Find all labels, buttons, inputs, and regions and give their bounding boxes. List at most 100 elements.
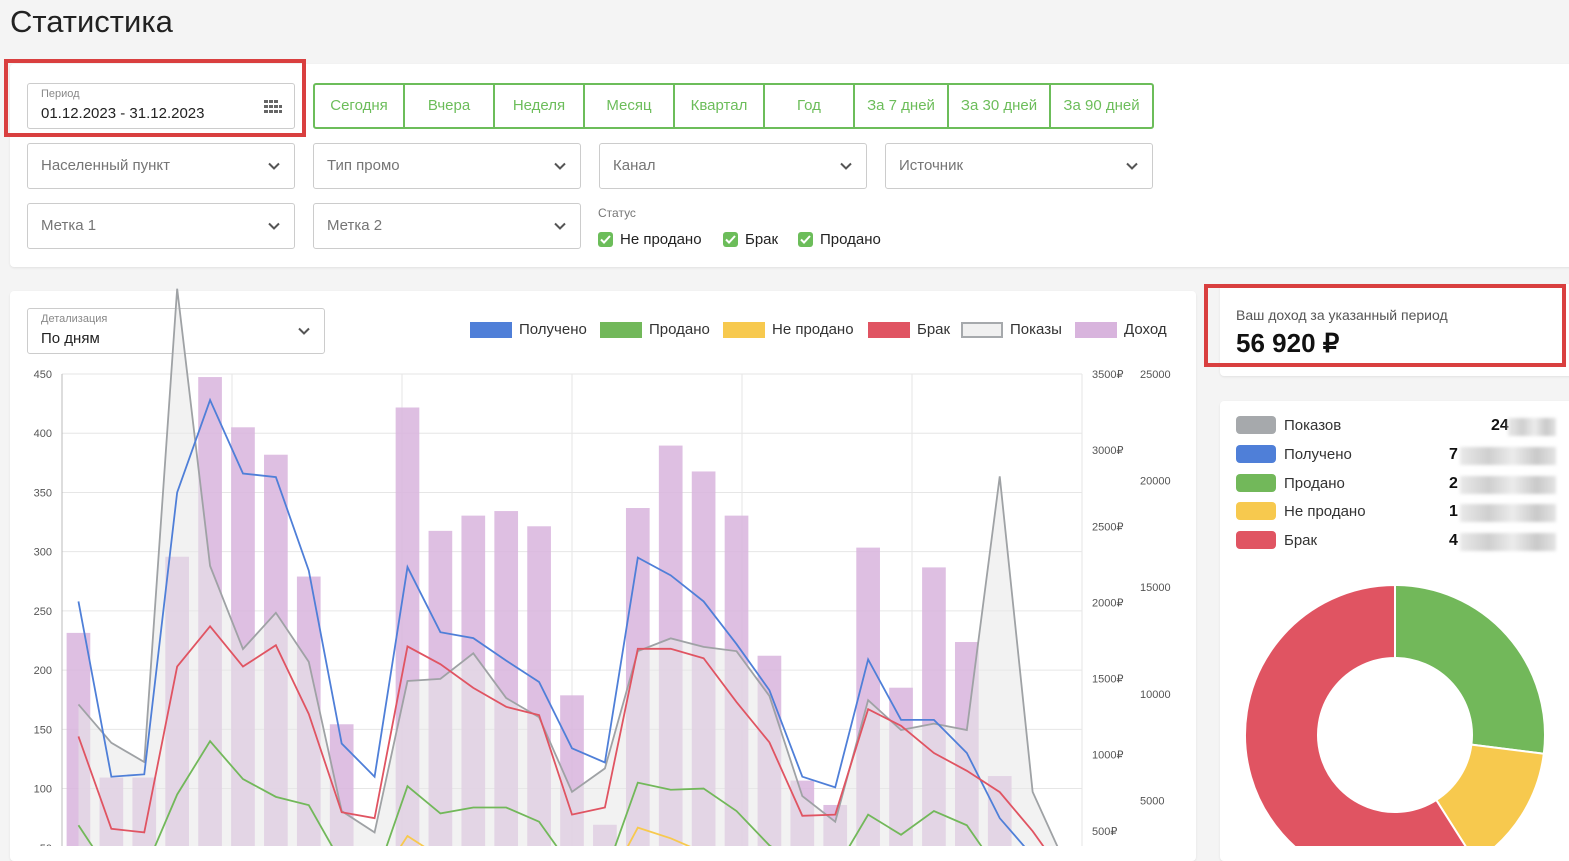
- y-money-tick-label: 1500₽: [1092, 674, 1123, 686]
- tag2-placeholder: Метка 2: [327, 217, 383, 234]
- views-line: [77, 288, 1059, 846]
- y-money-tick-label: 3500₽: [1092, 369, 1123, 381]
- y-views-tick-label: 5000: [1140, 795, 1164, 807]
- quick-week-button[interactable]: Неделя: [495, 85, 585, 127]
- channel-select[interactable]: Канал: [599, 143, 867, 189]
- y-money-tick-label: 1000₽: [1092, 750, 1123, 762]
- detail-value: По дням: [41, 330, 100, 347]
- summary-item-received: Получено: [1236, 445, 1352, 463]
- checkbox-checked-icon: [723, 232, 738, 247]
- chevron-down-icon: [840, 162, 852, 170]
- series-line-Брак: [77, 624, 1045, 846]
- views-area: [78, 288, 1066, 846]
- quick-year-button[interactable]: Год: [765, 85, 855, 127]
- chevron-down-icon: [554, 222, 566, 230]
- quick-yesterday-button[interactable]: Вчера: [405, 85, 495, 127]
- tag2-select[interactable]: Метка 2: [313, 203, 581, 249]
- period-highlight: [4, 59, 306, 137]
- calendar-icon[interactable]: [264, 100, 282, 114]
- detail-label: Детализация: [41, 313, 108, 325]
- legend-swatch: [600, 321, 642, 338]
- summary-item-views: Показов: [1236, 416, 1341, 434]
- period-field[interactable]: Период 01.12.2023 - 31.12.2023: [27, 83, 295, 129]
- quick-30days-button[interactable]: За 30 дней: [949, 85, 1051, 127]
- status-sold-checkbox[interactable]: Продано: [798, 231, 881, 248]
- y-left-tick-label: 50: [40, 843, 52, 846]
- donut-slice-Брак[interactable]: [1244, 583, 1475, 846]
- quick-7days-button[interactable]: За 7 дней: [855, 85, 949, 127]
- summary-label: Брак: [1284, 531, 1318, 549]
- promo-type-select[interactable]: Тип промо: [313, 143, 581, 189]
- chevron-down-icon: [268, 162, 280, 170]
- legend-sold-label: Продано: [649, 321, 710, 338]
- y-left-tick-label: 350: [34, 487, 52, 499]
- summary-label: Не продано: [1284, 502, 1366, 520]
- donut-slice-Продано[interactable]: [1394, 583, 1546, 755]
- series-line-Продано: [77, 739, 983, 846]
- summary-swatch-not-sold: [1236, 502, 1276, 520]
- tag1-placeholder: Метка 1: [41, 217, 97, 234]
- legend-views-label: Показы: [1010, 321, 1062, 338]
- source-select[interactable]: Источник: [885, 143, 1153, 189]
- legend-defect[interactable]: Брак: [868, 321, 950, 338]
- city-select[interactable]: Населенный пункт: [27, 143, 295, 189]
- y-left-tick-label: 150: [34, 724, 52, 736]
- y-money-tick-label: 2000₽: [1092, 597, 1123, 609]
- legend-swatch: [1075, 321, 1117, 338]
- y-money-tick-label: 500₽: [1092, 826, 1117, 838]
- legend-income-label: Доход: [1124, 321, 1167, 338]
- income-highlight: [1204, 284, 1566, 367]
- quick-today-button[interactable]: Сегодня: [315, 85, 405, 127]
- status-label: Статус: [598, 206, 636, 220]
- status-not-sold-label: Не продано: [620, 231, 702, 248]
- checkbox-checked-icon: [798, 232, 813, 247]
- summary-value: 24: [1491, 417, 1509, 434]
- summary-swatch-defect: [1236, 531, 1276, 549]
- channel-placeholder: Канал: [613, 157, 656, 174]
- status-not-sold-checkbox[interactable]: Не продано: [598, 231, 702, 248]
- summary-item-not-sold: Не продано: [1236, 502, 1366, 520]
- donut-slice-Не продано[interactable]: [1434, 743, 1545, 846]
- checkbox-checked-icon: [598, 232, 613, 247]
- tag1-select[interactable]: Метка 1: [27, 203, 295, 249]
- period-value: 01.12.2023 - 31.12.2023: [41, 105, 205, 122]
- summary-swatch-sold: [1236, 474, 1276, 492]
- chevron-down-icon: [298, 327, 310, 335]
- legend-swatch: [961, 321, 1003, 338]
- page-title: Статистика: [10, 4, 173, 39]
- legend-swatch: [723, 321, 765, 338]
- status-donut-chart: [1244, 583, 1546, 846]
- quick-period-group: Сегодня Вчера Неделя Месяц Квартал Год З…: [313, 83, 1154, 129]
- summary-swatch-received: [1236, 445, 1276, 463]
- redacted-value: [1460, 447, 1556, 465]
- y-left-tick-label: 400: [34, 428, 52, 440]
- period-label: Период: [41, 88, 80, 100]
- summary-item-sold: Продано: [1236, 474, 1345, 492]
- legend-received[interactable]: Получено: [470, 321, 587, 338]
- y-left-tick-label: 250: [34, 606, 52, 618]
- summary-value: 1: [1449, 503, 1458, 520]
- y-views-tick-label: 15000: [1140, 582, 1171, 594]
- quick-quarter-button[interactable]: Квартал: [675, 85, 765, 127]
- status-sold-label: Продано: [820, 231, 881, 248]
- series-line-Получено: [77, 397, 1026, 846]
- summary-label: Получено: [1284, 445, 1352, 463]
- legend-sold[interactable]: Продано: [600, 321, 710, 338]
- y-left-tick-label: 200: [34, 665, 52, 677]
- legend-views[interactable]: Показы: [961, 321, 1062, 338]
- promo-type-placeholder: Тип промо: [327, 157, 400, 174]
- quick-month-button[interactable]: Месяц: [585, 85, 675, 127]
- redacted-value: [1460, 504, 1556, 522]
- y-money-tick-label: 2500₽: [1092, 521, 1123, 533]
- legend-swatch: [470, 321, 512, 338]
- quick-90days-button[interactable]: За 90 дней: [1063, 97, 1140, 114]
- income-value: 56 920 ₽: [1236, 328, 1340, 358]
- status-defect-checkbox[interactable]: Брак: [723, 231, 778, 248]
- legend-not-sold-label: Не продано: [772, 321, 854, 338]
- legend-income[interactable]: Доход: [1075, 321, 1167, 338]
- chevron-down-icon: [1126, 162, 1138, 170]
- legend-not-sold[interactable]: Не продано: [723, 321, 854, 338]
- source-placeholder: Источник: [899, 157, 964, 174]
- summary-value: 7: [1449, 446, 1458, 463]
- redacted-value: [1460, 476, 1556, 494]
